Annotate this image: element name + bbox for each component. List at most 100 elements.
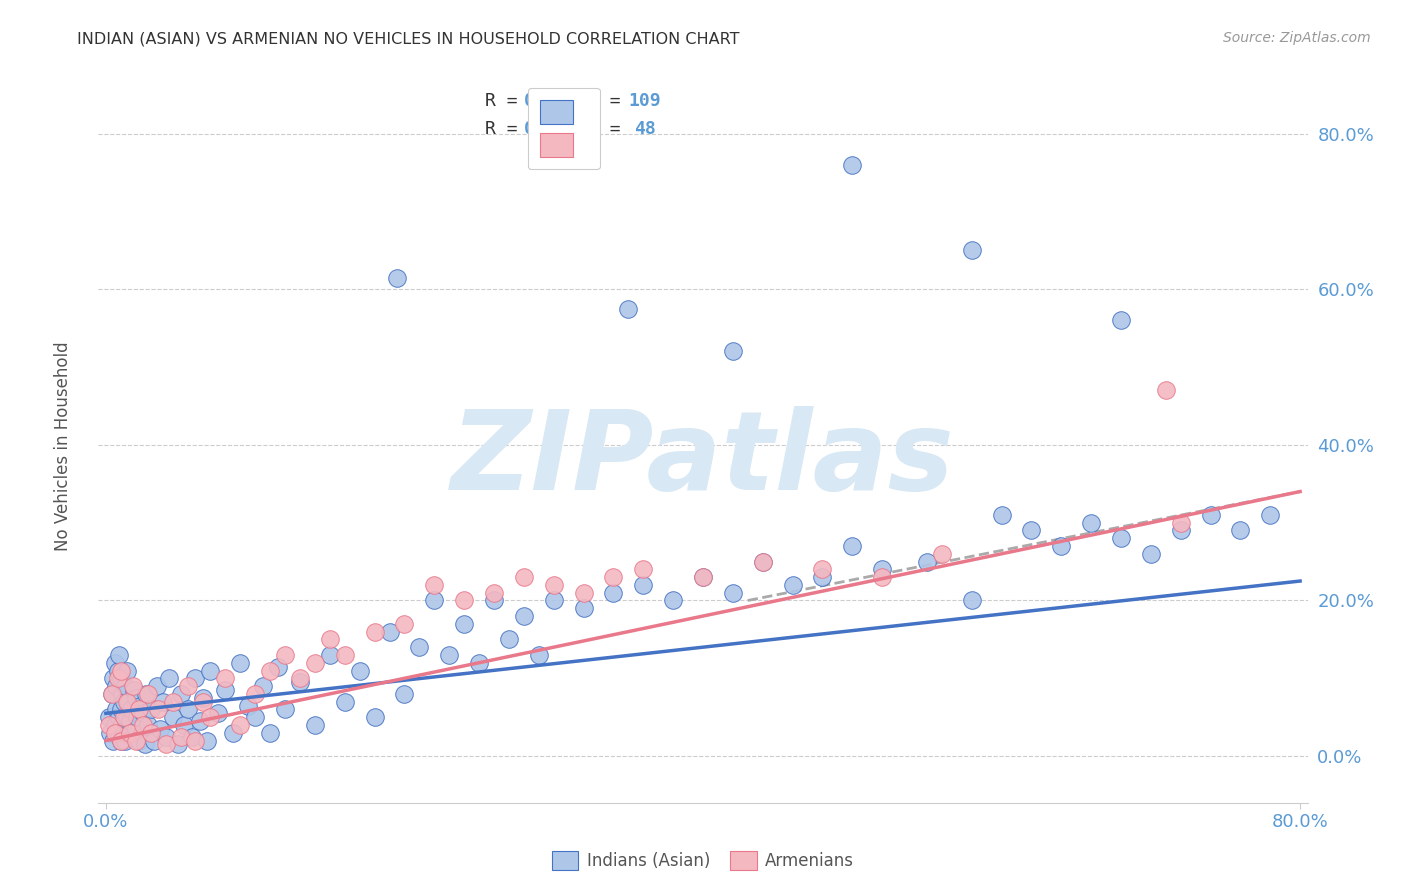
Point [135,687,157,701]
Point [108,648,131,662]
Point [118,714,141,728]
Point [841,158,863,172]
Point [177,702,200,716]
Point [304,656,326,670]
Text: Source: ZipAtlas.com: Source: ZipAtlas.com [1223,31,1371,45]
Point [811,562,834,576]
Point [363,710,385,724]
Point [870,570,893,584]
Point [915,555,938,569]
Point [1229,524,1251,538]
Point [513,609,536,624]
Legend: , : , [527,87,600,169]
Point [139,702,162,716]
Point [125,722,148,736]
Point [243,687,266,701]
Point [191,690,214,705]
Point [222,725,245,739]
Point [721,585,744,599]
Text: R =: R = [485,120,529,138]
Point [662,593,685,607]
Point [101,687,124,701]
Point [120,702,142,716]
Point [394,616,416,631]
Point [633,562,655,576]
Point [990,508,1012,522]
Point [169,687,191,701]
Point [214,671,236,685]
Point [118,725,141,739]
Point [197,733,219,747]
Text: 0.252: 0.252 [524,93,578,111]
Point [870,562,893,576]
Point [274,648,297,662]
Point [214,683,236,698]
Point [751,555,773,569]
Point [274,702,297,716]
Point [1021,524,1043,538]
Point [229,656,252,670]
Point [319,648,342,662]
Point [132,706,155,721]
Point [692,570,714,584]
Text: 109: 109 [628,93,661,111]
Point [453,593,475,607]
Point [101,687,124,701]
Point [136,718,159,732]
Point [543,593,565,607]
Point [103,733,125,747]
Point [114,733,136,747]
Point [142,733,165,747]
Point [252,679,274,693]
Point [408,640,430,655]
Point [960,593,983,607]
Text: N =: N = [588,93,631,111]
Point [162,695,184,709]
Point [105,679,128,693]
Point [108,710,131,724]
Point [572,585,595,599]
Point [157,671,180,685]
Point [110,702,132,716]
Point [243,710,266,724]
Point [104,725,127,739]
Point [385,270,408,285]
Point [333,695,356,709]
Point [423,578,446,592]
Point [146,702,169,716]
Point [107,664,129,678]
Point [125,690,148,705]
Point [188,714,211,728]
Point [751,555,773,569]
Point [145,679,167,693]
Point [112,710,135,724]
Point [191,695,214,709]
Legend: Indians (Asian), Armenians: Indians (Asian), Armenians [546,844,860,877]
Point [117,725,139,739]
Point [166,738,188,752]
Point [184,733,207,747]
Point [633,578,655,592]
Point [121,679,143,693]
Point [229,718,252,732]
Point [572,601,595,615]
Point [200,710,222,724]
Point [363,624,385,639]
Point [931,547,953,561]
Point [110,733,132,747]
Point [1050,539,1073,553]
Point [131,725,153,739]
Text: N =: N = [588,120,631,138]
Point [184,671,207,685]
Point [1154,384,1177,398]
Text: No Vehicles in Household: No Vehicles in Household [55,341,72,551]
Point [111,718,134,732]
Point [1258,508,1281,522]
Point [1170,524,1192,538]
Point [1109,531,1132,545]
Point [617,301,640,316]
Point [960,244,983,258]
Point [841,539,863,553]
Point [304,718,326,732]
Point [259,725,281,739]
